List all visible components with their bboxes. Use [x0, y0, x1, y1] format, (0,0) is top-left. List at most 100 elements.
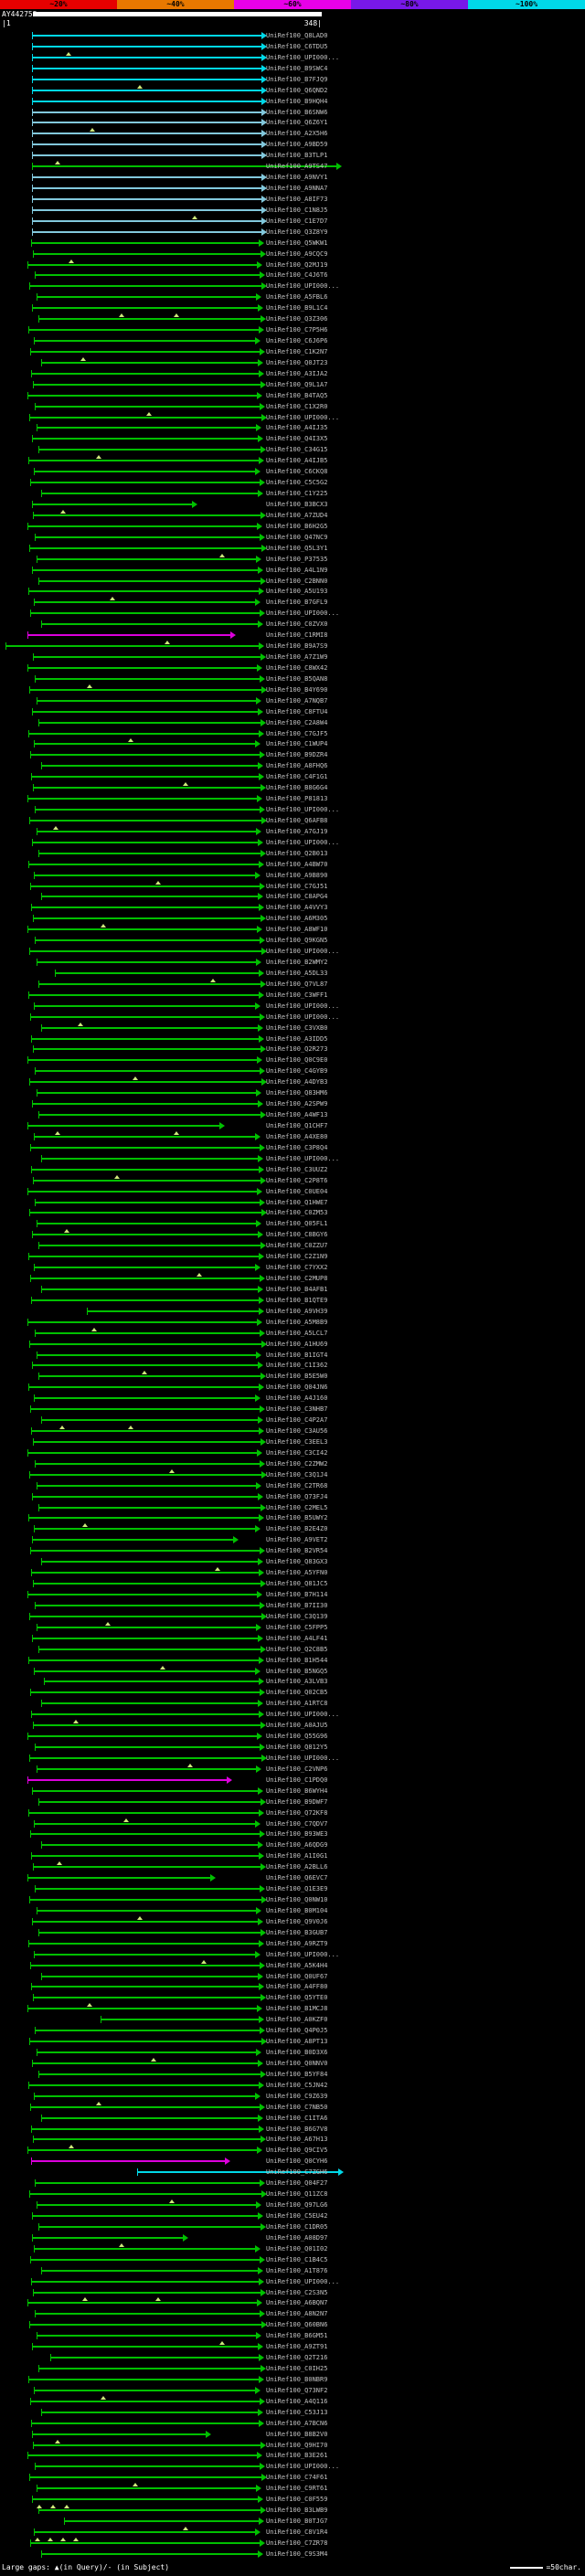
hit-label[interactable]: UniRef100_A2BLL6 — [266, 1863, 328, 1871]
hit-alignment-line[interactable] — [29, 2193, 261, 2196]
hit-label[interactable]: UniRef100_C3P8Q4 — [266, 1143, 328, 1151]
hit-alignment-line[interactable] — [30, 1277, 260, 1280]
hit-row[interactable]: UniRef100_Q5L3Y1 — [0, 543, 585, 554]
hit-alignment-line[interactable] — [35, 1462, 260, 1465]
hit-alignment-line[interactable] — [35, 1746, 260, 1748]
hit-alignment-line[interactable] — [32, 2215, 258, 2217]
hit-row[interactable]: UniRef100_A1HU69 — [0, 1339, 585, 1350]
hit-alignment-line[interactable] — [37, 1909, 256, 1912]
hit-label[interactable]: UniRef100_UPI000... — [266, 2277, 340, 2285]
hit-row[interactable]: UniRef100_C1PDQ0 — [0, 1775, 585, 1786]
hit-row[interactable]: UniRef100_UPI000... — [0, 2461, 585, 2472]
hit-row[interactable]: UniRef100_A8PT13 — [0, 2036, 585, 2047]
hit-alignment-line[interactable] — [38, 982, 261, 985]
hit-label[interactable]: UniRef100_C1X2R0 — [266, 402, 328, 410]
hit-label[interactable]: UniRef100_C0IH25 — [266, 2365, 328, 2373]
hit-label[interactable]: UniRef100_C3Q1J4 — [266, 1470, 328, 1479]
hit-alignment-line[interactable] — [31, 1986, 259, 1988]
hit-row[interactable]: UniRef100_Q9KGN5 — [0, 935, 585, 946]
hit-row[interactable]: UniRef100_A8IF73 — [0, 194, 585, 205]
hit-alignment-line[interactable] — [137, 2171, 338, 2174]
hit-row[interactable]: UniRef100_C8V1R4 — [0, 2526, 585, 2538]
hit-alignment-line[interactable] — [33, 1866, 261, 1869]
hit-row[interactable]: UniRef100_A5U193 — [0, 586, 585, 597]
hit-alignment-line[interactable] — [27, 2454, 257, 2457]
hit-alignment-line[interactable] — [41, 2269, 258, 2272]
hit-alignment-line[interactable] — [29, 1081, 261, 1084]
hit-label[interactable]: UniRef100_B9L1C4 — [266, 304, 328, 313]
hit-label[interactable]: UniRef100_A2X5H6 — [266, 130, 328, 138]
hit-alignment-line[interactable] — [32, 111, 261, 113]
hit-row[interactable]: UniRef100_A9CQC9 — [0, 249, 585, 260]
hit-row[interactable]: UniRef100_A3LVB3 — [0, 1676, 585, 1687]
hit-label[interactable]: UniRef100_Q9CIV5 — [266, 2147, 328, 2155]
hit-alignment-line[interactable] — [30, 2105, 260, 2108]
hit-row[interactable]: UniRef100_C8WX42 — [0, 663, 585, 673]
hit-alignment-line[interactable] — [27, 1451, 257, 1454]
hit-alignment-line[interactable] — [30, 612, 260, 615]
hit-alignment-line[interactable] — [27, 1593, 257, 1595]
hit-alignment-line[interactable] — [37, 1092, 256, 1095]
hit-alignment-line[interactable] — [38, 2225, 261, 2228]
hit-label[interactable]: UniRef100_Q01I02 — [266, 2244, 328, 2253]
hit-label[interactable]: UniRef100_C4GYB9 — [266, 1067, 328, 1076]
hit-alignment-line[interactable] — [34, 1670, 255, 1672]
hit-alignment-line[interactable] — [35, 1331, 260, 1334]
hit-label[interactable]: UniRef100_Q9L1A7 — [266, 380, 328, 388]
hit-row[interactable]: UniRef100_A3IDD5 — [0, 1034, 585, 1044]
hit-alignment-line[interactable] — [38, 318, 261, 321]
hit-label[interactable]: UniRef100_B4Y690 — [266, 685, 328, 694]
hit-row[interactable]: UniRef100_C7P5H6 — [0, 324, 585, 335]
hit-label[interactable]: UniRef100_C1I362 — [266, 1362, 328, 1370]
hit-label[interactable]: UniRef100_B9HQH4 — [266, 97, 328, 105]
hit-label[interactable]: UniRef100_B93WE3 — [266, 1830, 328, 1839]
hit-row[interactable]: UniRef100_C3CI42 — [0, 1447, 585, 1458]
hit-alignment-line[interactable] — [28, 1517, 259, 1520]
hit-alignment-line[interactable] — [27, 634, 230, 637]
hit-alignment-line[interactable] — [41, 1561, 258, 1564]
hit-row[interactable]: UniRef100_B6WYH4 — [0, 1786, 585, 1797]
hit-alignment-line[interactable] — [35, 677, 260, 680]
hit-label[interactable]: UniRef100_C2A8W4 — [266, 718, 328, 726]
hit-label[interactable]: UniRef100_Q81JC5 — [266, 1580, 328, 1588]
hit-alignment-line[interactable] — [41, 1419, 258, 1422]
hit-alignment-line[interactable] — [29, 546, 261, 549]
hit-alignment-line[interactable] — [37, 2051, 256, 2054]
hit-row[interactable]: UniRef100_UPI000... — [0, 837, 585, 848]
hit-alignment-line[interactable] — [32, 154, 261, 157]
hit-row[interactable]: UniRef100_A4Q116 — [0, 2395, 585, 2407]
hit-alignment-line[interactable] — [32, 133, 261, 135]
hit-row[interactable]: UniRef100_C5EU42 — [0, 2210, 585, 2221]
hit-alignment-line[interactable] — [30, 1833, 260, 1836]
hit-row[interactable]: UniRef100_C9Z639 — [0, 2091, 585, 2102]
hit-alignment-line[interactable] — [31, 241, 259, 244]
hit-row[interactable]: UniRef100_B3BCX3 — [0, 499, 585, 510]
hit-label[interactable]: UniRef100_C3Q139 — [266, 1612, 328, 1620]
hit-alignment-line[interactable] — [31, 1168, 259, 1171]
hit-row[interactable]: UniRef100_B6GM51 — [0, 2330, 585, 2341]
hit-alignment-line[interactable] — [35, 2030, 260, 2032]
hit-label[interactable]: UniRef100_A9VH39 — [266, 1307, 328, 1315]
hit-label[interactable]: UniRef100_Q83HM6 — [266, 1089, 328, 1097]
hit-row[interactable]: UniRef100_A5M8B9 — [0, 1317, 585, 1328]
hit-label[interactable]: UniRef100_B2E4Z0 — [266, 1525, 328, 1533]
hit-row[interactable]: UniRef100_Q55G96 — [0, 1731, 585, 1742]
hit-label[interactable]: UniRef100_Q2R273 — [266, 1045, 328, 1054]
hit-label[interactable]: UniRef100_B3BCX3 — [266, 500, 328, 508]
hit-row[interactable]: UniRef100_A4IJB5 — [0, 455, 585, 466]
hit-label[interactable]: UniRef100_C2Z1N9 — [266, 1253, 328, 1261]
hit-alignment-line[interactable] — [31, 2160, 225, 2163]
hit-label[interactable]: UniRef100_Q0NNV0 — [266, 2059, 328, 2067]
hit-row[interactable]: UniRef100_Q1E3E9 — [0, 1883, 585, 1894]
hit-row[interactable]: UniRef100_C7ZGH6 — [0, 2167, 585, 2178]
hit-alignment-line[interactable] — [32, 1364, 258, 1367]
hit-alignment-line[interactable] — [87, 1309, 259, 1312]
hit-row[interactable]: UniRef100_Q2C8B5 — [0, 1644, 585, 1655]
hit-alignment-line[interactable] — [28, 1811, 259, 1814]
hit-alignment-line[interactable] — [30, 754, 260, 757]
hit-label[interactable]: UniRef100_B5YF84 — [266, 2070, 328, 2078]
hit-row[interactable]: UniRef100_A9TS47 — [0, 161, 585, 172]
hit-label[interactable]: UniRef100_A4FF80 — [266, 1983, 328, 1991]
hit-label[interactable]: UniRef100_C1WUP4 — [266, 740, 328, 748]
hit-alignment-line[interactable] — [29, 2324, 261, 2327]
